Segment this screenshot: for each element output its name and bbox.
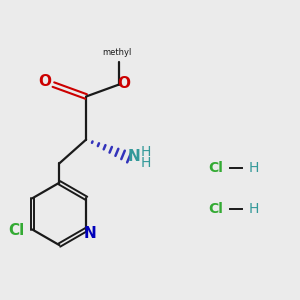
- Text: Cl: Cl: [208, 202, 223, 216]
- Text: O: O: [117, 76, 130, 91]
- Text: Cl: Cl: [8, 224, 24, 238]
- Text: methyl: methyl: [103, 48, 132, 57]
- Text: H: H: [249, 161, 259, 175]
- Text: Cl: Cl: [208, 161, 223, 175]
- Text: H: H: [140, 156, 151, 170]
- Text: H: H: [140, 145, 151, 159]
- Text: O: O: [39, 74, 52, 89]
- Text: N: N: [127, 149, 140, 164]
- Text: N: N: [84, 226, 96, 241]
- Text: H: H: [249, 202, 259, 216]
